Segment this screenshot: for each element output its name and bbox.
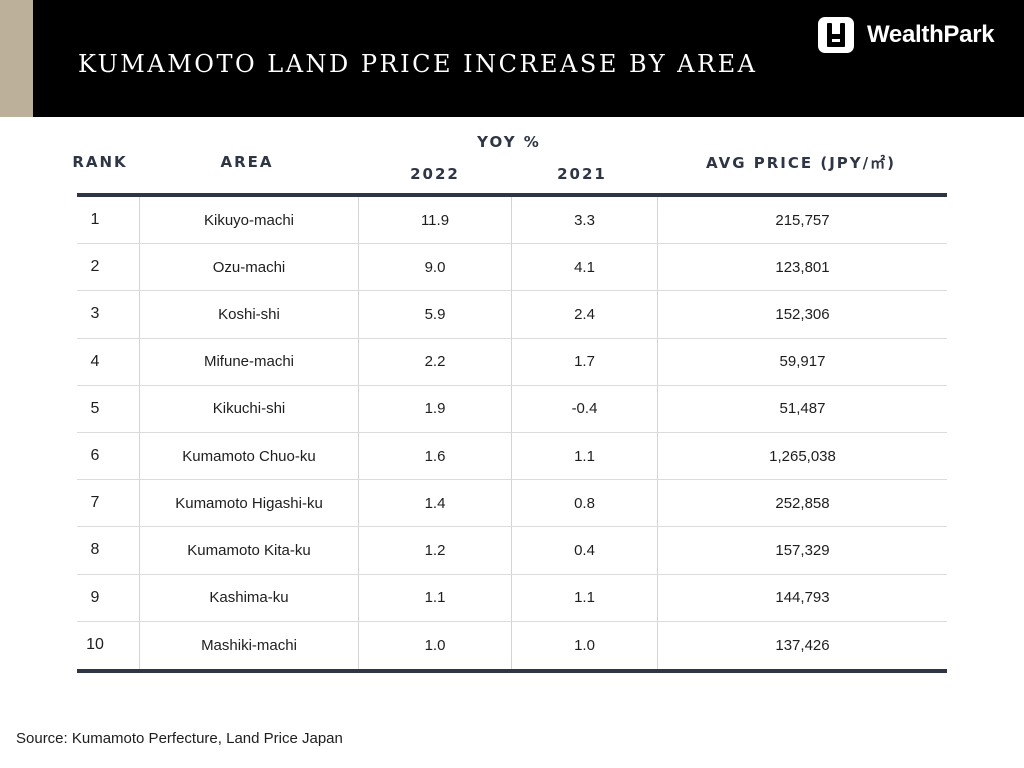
column-header-avg-price: AVG PRICE (JPY/㎡) bbox=[706, 154, 896, 172]
table-row: 4 Mifune-machi 2.2 1.7 59,917 bbox=[77, 339, 947, 386]
table-row: 5 Kikuchi-shi 1.9 -0.4 51,487 bbox=[77, 386, 947, 433]
page-title: KUMAMOTO LAND PRICE INCREASE BY AREA bbox=[78, 50, 758, 78]
avg-price-cell: 252,858 bbox=[775, 494, 830, 512]
column-header-2022: 2022 bbox=[410, 165, 460, 183]
rank-cell: 5 bbox=[90, 399, 100, 417]
area-cell: Mashiki-machi bbox=[201, 636, 297, 654]
wealthpark-logo: WealthPark bbox=[818, 17, 995, 53]
area-cell: Koshi-shi bbox=[218, 305, 280, 323]
yoy-2022-cell: 2.2 bbox=[424, 353, 446, 371]
column-header-yoy: YOY % bbox=[477, 133, 541, 151]
yoy-2021-cell: 1.1 bbox=[574, 447, 595, 465]
rank-cell: 8 bbox=[90, 541, 100, 559]
area-cell: Kashima-ku bbox=[209, 589, 289, 607]
rank-cell: 4 bbox=[90, 352, 100, 370]
yoy-2022-cell: 1.2 bbox=[424, 541, 446, 559]
area-cell: Kumamoto Chuo-ku bbox=[182, 447, 316, 465]
area-cell: Mifune-machi bbox=[203, 353, 295, 371]
column-divider bbox=[139, 197, 140, 669]
yoy-2021-cell: -0.4 bbox=[571, 400, 598, 418]
table-row: 3 Koshi-shi 5.9 2.4 152,306 bbox=[77, 291, 947, 339]
header-accent-bar bbox=[0, 0, 33, 117]
yoy-2022-cell: 1.0 bbox=[424, 636, 446, 654]
yoy-2021-cell: 2.4 bbox=[574, 305, 595, 323]
table-bottom-rule bbox=[77, 669, 947, 673]
rank-cell: 9 bbox=[90, 588, 100, 606]
column-header-2021: 2021 bbox=[557, 165, 607, 183]
avg-price-cell: 152,306 bbox=[775, 305, 830, 323]
yoy-2021-cell: 0.8 bbox=[574, 494, 595, 512]
area-cell: Ozu-machi bbox=[212, 258, 286, 276]
avg-price-cell: 51,487 bbox=[779, 400, 826, 418]
yoy-2021-cell: 4.1 bbox=[574, 258, 595, 276]
source-note: Source: Kumamoto Perfecture, Land Price … bbox=[16, 730, 343, 747]
yoy-2021-cell: 3.3 bbox=[574, 211, 595, 229]
avg-price-cell: 157,329 bbox=[775, 541, 830, 559]
yoy-2021-cell: 0.4 bbox=[574, 541, 595, 559]
table-row: 7 Kumamoto Higashi-ku 1.4 0.8 252,858 bbox=[77, 480, 947, 528]
yoy-2021-cell: 1.7 bbox=[574, 353, 595, 371]
yoy-2022-cell: 1.4 bbox=[424, 494, 446, 512]
avg-price-cell: 137,426 bbox=[775, 636, 830, 654]
yoy-2021-cell: 1.1 bbox=[574, 589, 595, 607]
avg-price-cell: 215,757 bbox=[775, 211, 830, 229]
logo-wordmark: WealthPark bbox=[867, 21, 995, 48]
table-row: 10 Mashiki-machi 1.0 1.0 137,426 bbox=[77, 622, 947, 669]
column-divider bbox=[511, 197, 512, 669]
wealthpark-logo-icon bbox=[818, 17, 854, 53]
column-header-rank: RANK bbox=[72, 153, 128, 171]
avg-price-cell: 123,801 bbox=[775, 258, 830, 276]
yoy-2022-cell: 1.9 bbox=[424, 400, 446, 418]
table-top-rule bbox=[77, 193, 947, 197]
avg-price-cell: 1,265,038 bbox=[769, 447, 836, 465]
area-cell: Kumamoto Kita-ku bbox=[187, 541, 311, 559]
rank-cell: 3 bbox=[90, 305, 100, 323]
area-cell: Kikuyo-machi bbox=[203, 211, 295, 229]
yoy-2022-cell: 9.0 bbox=[424, 258, 446, 276]
table-row: 1 Kikuyo-machi 11.9 3.3 215,757 bbox=[77, 197, 947, 245]
table-row: 6 Kumamoto Chuo-ku 1.6 1.1 1,265,038 bbox=[77, 433, 947, 481]
yoy-2022-cell: 5.9 bbox=[424, 305, 446, 323]
header-banner bbox=[0, 0, 1024, 117]
avg-price-cell: 144,793 bbox=[775, 589, 830, 607]
avg-price-cell: 59,917 bbox=[779, 353, 826, 371]
rank-cell: 10 bbox=[86, 636, 104, 654]
table-row: 2 Ozu-machi 9.0 4.1 123,801 bbox=[77, 244, 947, 292]
table-row: 8 Kumamoto Kita-ku 1.2 0.4 157,329 bbox=[77, 527, 947, 575]
rank-cell: 7 bbox=[90, 494, 100, 512]
area-cell: Kikuchi-shi bbox=[212, 400, 286, 418]
yoy-2022-cell: 1.6 bbox=[424, 447, 446, 465]
area-cell: Kumamoto Higashi-ku bbox=[175, 494, 323, 512]
rank-cell: 2 bbox=[90, 258, 100, 276]
rank-cell: 1 bbox=[90, 211, 100, 229]
yoy-2021-cell: 1.0 bbox=[574, 636, 595, 654]
yoy-2022-cell: 1.1 bbox=[424, 589, 446, 607]
column-header-area: AREA bbox=[220, 153, 274, 171]
column-divider bbox=[358, 197, 359, 669]
yoy-2022-cell: 11.9 bbox=[420, 211, 450, 229]
table-row: 9 Kashima-ku 1.1 1.1 144,793 bbox=[77, 575, 947, 622]
rank-cell: 6 bbox=[90, 447, 100, 465]
column-divider bbox=[657, 197, 658, 669]
